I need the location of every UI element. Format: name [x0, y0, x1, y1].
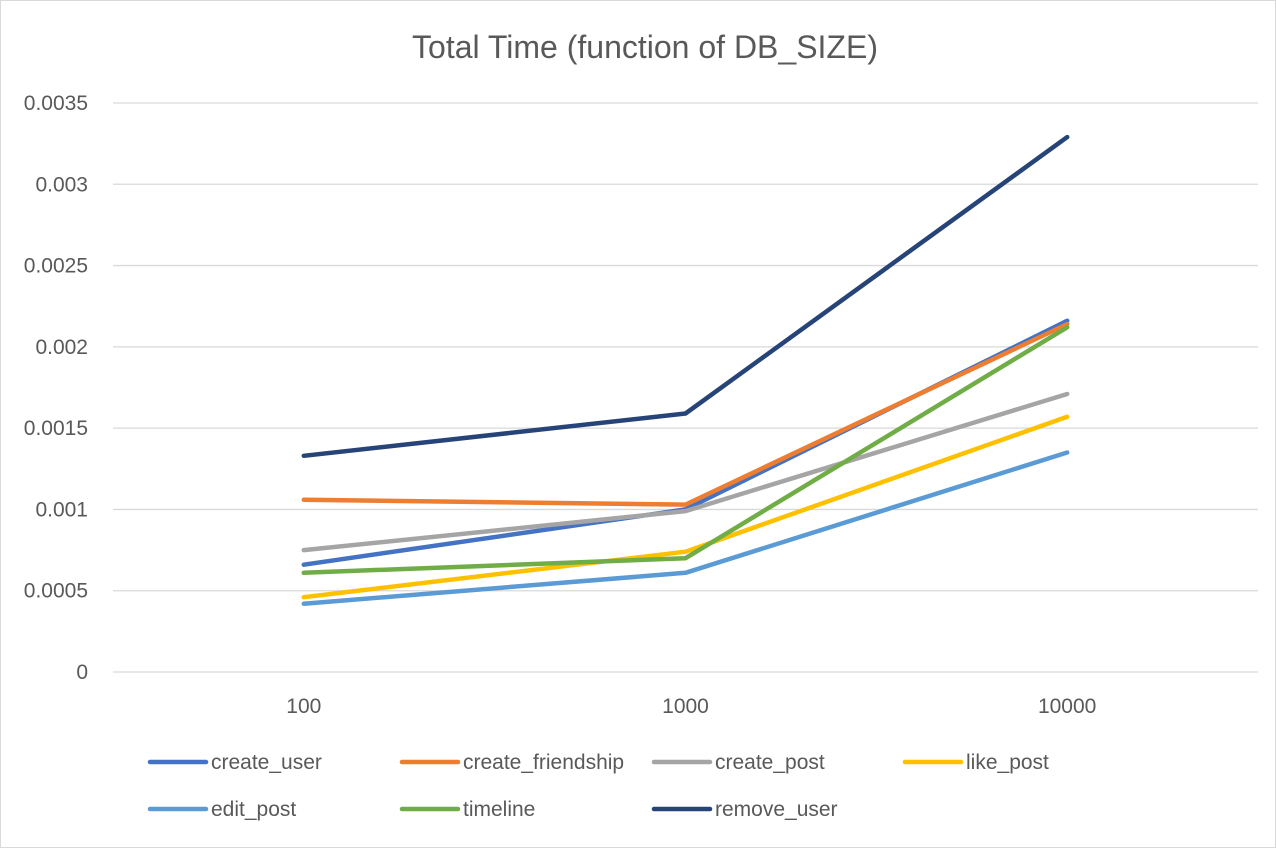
legend-label: create_friendship [463, 751, 624, 774]
y-tick-label: 0 [76, 661, 88, 684]
x-axis-ticks: 100 1000 10000 [286, 695, 1096, 718]
legend-label: timeline [463, 798, 535, 821]
legend: create_user create_friendship create_post l… [147, 751, 1049, 821]
legend-label: create_user [211, 751, 322, 774]
y-tick-label: 0.0015 [24, 417, 88, 440]
y-tick-label: 0.0035 [24, 92, 88, 115]
legend-item-create_user: create_user [147, 751, 322, 774]
series-line-edit_post [301, 450, 1070, 606]
series-line-remove_user [301, 134, 1070, 459]
series-line-create_friendship [301, 321, 1070, 507]
gridlines [113, 102, 1258, 673]
series-line-create_post [301, 391, 1070, 553]
series-lines [301, 134, 1070, 606]
y-axis-ticks: 0 0.0005 0.001 0.0015 0.002 0.0025 0.003 0.0035 [24, 92, 88, 684]
legend-item-create_post: create_post [651, 751, 825, 774]
legend-label: edit_post [211, 798, 296, 821]
y-tick-label: 0.0025 [24, 255, 88, 278]
legend-label: remove_user [715, 798, 838, 821]
series-line-like_post [301, 414, 1070, 600]
legend-item-timeline: timeline [399, 798, 535, 821]
x-tick-label: 10000 [1038, 695, 1096, 718]
y-tick-label: 0.003 [35, 173, 88, 196]
legend-label: like_post [966, 751, 1049, 774]
y-tick-label: 0.002 [35, 336, 88, 359]
legend-label: create_post [715, 751, 825, 774]
series-line-timeline [301, 325, 1070, 576]
x-tick-label: 1000 [662, 695, 709, 718]
legend-item-create_friendship: create_friendship [399, 751, 624, 774]
legend-item-edit_post: edit_post [147, 798, 296, 821]
legend-item-remove_user: remove_user [651, 798, 838, 821]
y-tick-label: 0.0005 [24, 580, 88, 603]
legend-item-like_post: like_post [902, 751, 1049, 774]
x-tick-label: 100 [286, 695, 321, 718]
chart-title: Total Time (function of DB_SIZE) [412, 29, 878, 65]
y-tick-label: 0.001 [35, 498, 88, 521]
